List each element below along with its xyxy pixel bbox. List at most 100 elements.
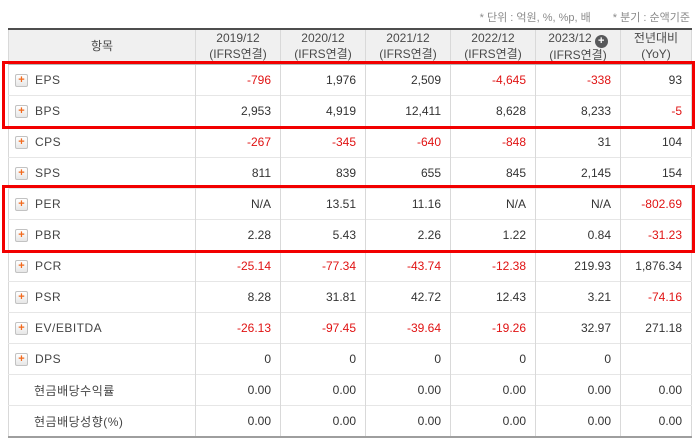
row-label-cell: + PCR: [8, 250, 196, 282]
value-cell: 0: [280, 343, 366, 375]
row-label: PBR: [35, 228, 62, 242]
table-row: + SPS 811 839 655 845 2,145 154: [8, 157, 692, 189]
value-cell: 0.00: [535, 405, 621, 437]
value-cell: -39.64: [365, 312, 451, 344]
value-cell: 11.16: [365, 188, 451, 220]
column-period: 2021/12: [386, 31, 430, 46]
row-label-cell: + DPS: [8, 343, 196, 375]
expand-icon[interactable]: +: [15, 135, 28, 149]
year-column-header: 2020/12+ (IFRS연결): [280, 29, 366, 65]
value-cell: -77.34: [280, 250, 366, 282]
row-label-cell: + BPS: [8, 95, 196, 127]
value-cell: -31.23: [620, 219, 692, 251]
row-label: PCR: [35, 259, 62, 273]
value-cell: -338: [535, 64, 621, 96]
value-cell: 219.93: [535, 250, 621, 282]
table-row: + BPS 2,953 4,919 12,411 8,628 8,233 -5: [8, 95, 692, 127]
column-standard: (IFRS연결): [294, 47, 352, 61]
value-cell: 42.72: [365, 281, 451, 313]
value-cell: -848: [450, 126, 536, 158]
value-cell: 2.28: [195, 219, 281, 251]
value-cell: 0.00: [620, 405, 692, 437]
value-cell: 3.21: [535, 281, 621, 313]
value-cell: 655: [365, 157, 451, 189]
expand-icon[interactable]: +: [15, 104, 28, 118]
value-cell: N/A: [195, 188, 281, 220]
value-cell: 2,509: [365, 64, 451, 96]
value-cell: -43.74: [365, 250, 451, 282]
value-cell: -345: [280, 126, 366, 158]
value-cell: -4,645: [450, 64, 536, 96]
row-label-cell: + PSR: [8, 281, 196, 313]
value-cell: 2.26: [365, 219, 451, 251]
table-row: + 현금배당수익률 0.000.000.000.000.000.00: [8, 374, 692, 406]
value-cell: 5.43: [280, 219, 366, 251]
value-cell: N/A: [535, 188, 621, 220]
value-cell: -5: [620, 95, 692, 127]
expand-icon[interactable]: +: [15, 321, 28, 335]
value-cell: 104: [620, 126, 692, 158]
basis-note: * 분기 : 순액기준: [612, 12, 690, 24]
value-cell: 4,919: [280, 95, 366, 127]
value-cell: 1,876.34: [620, 250, 692, 282]
table-body: + EPS -796 1,976 2,509 -4,645 -338 93 + BPS 2…: [8, 64, 692, 437]
value-cell: 13.51: [280, 188, 366, 220]
column-period: 2023/12: [548, 30, 592, 45]
year-column-header: 2021/12+ (IFRS연결): [365, 29, 451, 65]
value-cell: 12,411: [365, 95, 451, 127]
unit-note: * 단위 : 억원, %, %p, 배: [479, 12, 591, 24]
value-cell: -97.45: [280, 312, 366, 344]
add-column-icon[interactable]: +: [594, 34, 608, 48]
expand-icon[interactable]: +: [15, 352, 28, 366]
value-cell: 811: [195, 157, 281, 189]
value-cell: N/A: [450, 188, 536, 220]
column-period: 2020/12: [301, 31, 345, 46]
row-label: PER: [35, 197, 62, 211]
table-row: + EV/EBITDA -26.13 -97.45 -39.64 -19.26 32.9…: [8, 312, 692, 344]
value-cell: -267: [195, 126, 281, 158]
expand-icon[interactable]: +: [15, 73, 28, 87]
row-label: 현금배당수익률: [34, 383, 115, 398]
row-label-cell: + PBR: [8, 219, 196, 251]
row-label-cell: + SPS: [8, 157, 196, 189]
value-cell: 839: [280, 157, 366, 189]
value-cell: 2,145: [535, 157, 621, 189]
value-cell: 0.84: [535, 219, 621, 251]
expand-icon[interactable]: +: [15, 290, 28, 304]
value-cell: 0.00: [365, 405, 451, 437]
value-cell: 0.00: [535, 374, 621, 406]
row-label: PSR: [35, 290, 62, 304]
value-cell: 271.18: [620, 312, 692, 344]
row-label: CPS: [35, 135, 62, 149]
value-cell: -25.14: [195, 250, 281, 282]
value-cell: 1,976: [280, 64, 366, 96]
expand-icon[interactable]: +: [15, 228, 28, 242]
expand-icon[interactable]: +: [15, 197, 28, 211]
value-cell: 0.00: [280, 405, 366, 437]
column-period: 2022/12: [471, 31, 515, 46]
table-row: + PCR -25.14 -77.34 -43.74 -12.38 219.93 1,87…: [8, 250, 692, 282]
row-label-cell: + CPS: [8, 126, 196, 158]
value-cell: 0.00: [365, 374, 451, 406]
value-cell: -640: [365, 126, 451, 158]
table-notes: * 단위 : 억원, %, %p, 배 * 분기 : 순액기준: [0, 0, 698, 28]
value-cell: [620, 343, 692, 375]
year-column-header: 전년대비+ (YoY): [620, 29, 692, 65]
value-cell: 8,628: [450, 95, 536, 127]
table-row: + PSR 8.28 31.81 42.72 12.43 3.21 -74.16: [8, 281, 692, 313]
value-cell: 12.43: [450, 281, 536, 313]
value-cell: 0.00: [450, 405, 536, 437]
value-cell: 8.28: [195, 281, 281, 313]
row-label: BPS: [35, 104, 61, 118]
table-row: + PER N/A 13.51 11.16 N/A N/A -802.69: [8, 188, 692, 220]
expand-icon[interactable]: +: [15, 166, 28, 180]
table-row: + EPS -796 1,976 2,509 -4,645 -338 93: [9, 64, 692, 96]
value-cell: 154: [620, 157, 692, 189]
value-cell: 0.00: [195, 374, 281, 406]
column-period: 전년대비: [633, 31, 679, 46]
year-column-header: 2022/12+ (IFRS연결): [450, 29, 536, 65]
expand-icon[interactable]: +: [15, 259, 28, 273]
value-cell: 2,953: [195, 95, 281, 127]
row-label: EPS: [35, 73, 61, 87]
